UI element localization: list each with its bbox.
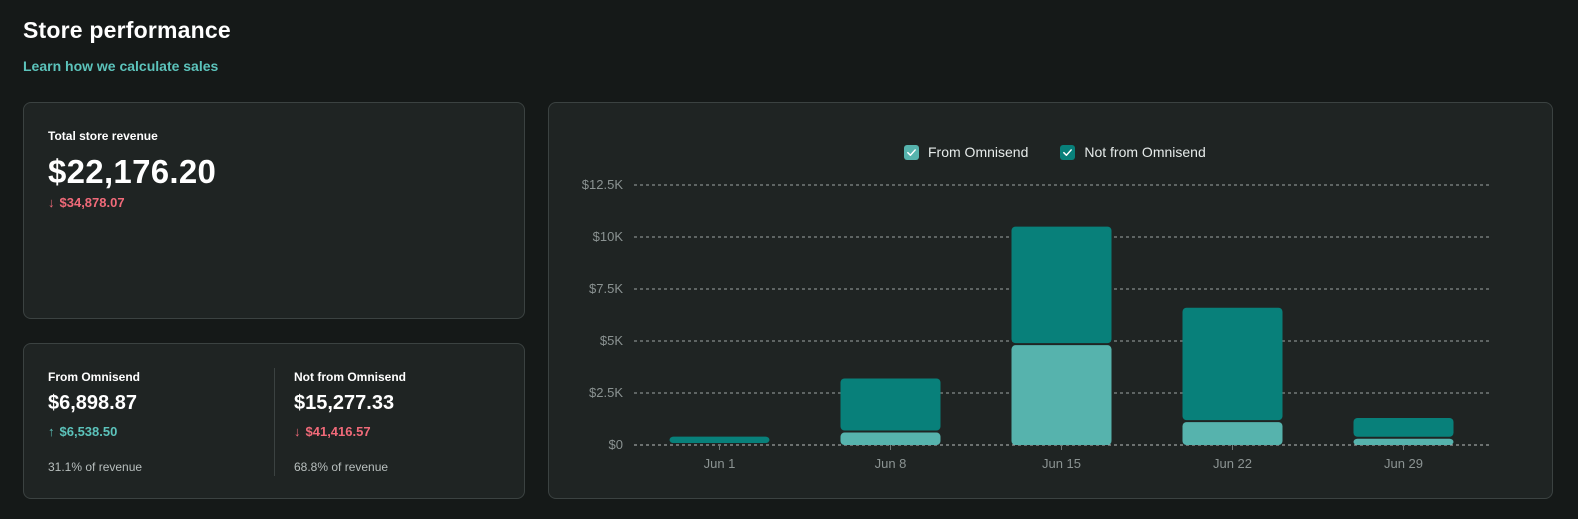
from-omnisend-delta: ↑ $6,538.50 (48, 424, 117, 439)
legend-label-from-omnisend: From Omnisend (928, 144, 1029, 160)
y-tick-label: $12.5K (582, 177, 624, 192)
bar-from-omnisend (1182, 422, 1283, 445)
bar-not-from-omnisend (669, 436, 770, 443)
x-tick-label: Jun 15 (1042, 456, 1081, 471)
x-tick-label: Jun 8 (875, 456, 907, 471)
y-tick-label: $10K (593, 229, 624, 244)
not-from-omnisend-label: Not from Omnisend (294, 370, 407, 384)
split-divider (274, 368, 275, 476)
revenue-chart-card: From Omnisend Not from Omnisend $0 $2.5K $… (548, 102, 1553, 499)
not-from-omnisend-value: $15,277.33 (294, 392, 395, 414)
learn-calc-link[interactable]: Learn how we calculate sales (23, 58, 219, 74)
from-omnisend-share: 31.1% of revenue (48, 460, 143, 474)
from-omnisend-value: $6,898.87 (48, 392, 137, 414)
chart-legend: From Omnisend Not from Omnisend (904, 144, 1206, 160)
x-tick-label: Jun 1 (704, 456, 736, 471)
y-tick-label: $2.5K (589, 385, 623, 400)
x-tick-label: Jun 29 (1384, 456, 1423, 471)
bar-not-from-omnisend (1182, 307, 1283, 421)
not-from-omnisend-delta: ↓ $41,416.57 (294, 424, 371, 439)
not-from-omnisend-delta-value: $41,416.57 (305, 424, 371, 439)
checkbox-checked-icon[interactable] (1060, 144, 1076, 160)
revenue-split-card: From Omnisend $6,898.87 ↑ $6,538.50 31.1… (23, 343, 525, 499)
legend-item-from-omnisend[interactable]: From Omnisend (904, 144, 1028, 160)
y-tick-label: $7.5K (589, 281, 623, 296)
x-tick-label: Jun 22 (1213, 456, 1252, 471)
arrow-up-icon: ↑ (48, 424, 55, 439)
legend-label-not-from-omnisend: Not from Omnisend (1084, 144, 1206, 160)
legend-item-not-from-omnisend[interactable]: Not from Omnisend (1060, 144, 1206, 160)
bar-not-from-omnisend (840, 378, 941, 431)
arrow-down-icon: ↓ (294, 424, 301, 439)
bar-from-omnisend (840, 432, 941, 445)
revenue-bar-chart: $0 $2.5K $5K $7.5K $10K $12.5K Jun 1 Jun 8 Jun 1… (582, 177, 1489, 471)
page-title: Store performance (23, 17, 231, 43)
from-omnisend-delta-value: $6,538.50 (59, 424, 118, 439)
bar-not-from-omnisend (1011, 226, 1112, 344)
total-revenue-card: Total store revenue $22,176.20 ↓ $34,878… (23, 102, 525, 319)
total-revenue-label: Total store revenue (48, 129, 158, 143)
total-revenue-delta-value: $34,878.07 (59, 195, 125, 210)
y-tick-label: $0 (609, 437, 623, 452)
y-tick-label: $5K (600, 333, 623, 348)
not-from-omnisend-share: 68.8% of revenue (294, 460, 389, 474)
total-revenue-delta: ↓ $34,878.07 (48, 195, 125, 210)
arrow-down-icon: ↓ (48, 195, 55, 210)
checkbox-checked-icon[interactable] (904, 144, 919, 160)
bar-from-omnisend (1353, 438, 1454, 445)
from-omnisend-label: From Omnisend (48, 370, 141, 384)
bar-from-omnisend (1011, 345, 1112, 445)
bar-not-from-omnisend (1353, 417, 1454, 437)
total-revenue-value: $22,176.20 (48, 153, 217, 190)
